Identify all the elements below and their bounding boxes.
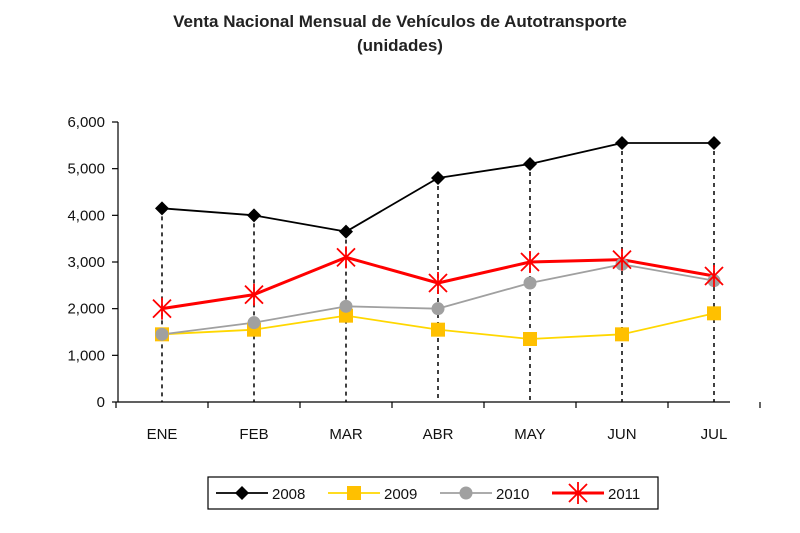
data-point-2009-may <box>523 332 537 346</box>
legend-marker-2008 <box>235 486 249 500</box>
y-tick-label: 2,000 <box>67 301 105 318</box>
data-point-2011-mar <box>336 246 356 269</box>
legend-label-2008: 2008 <box>272 486 305 503</box>
chart-subtitle: (unidades) <box>357 36 443 55</box>
x-tick-label: FEB <box>239 426 268 443</box>
x-tick-label: JUN <box>607 426 636 443</box>
data-point-2009-mar <box>339 308 353 323</box>
y-tick-label: 6,000 <box>67 114 105 131</box>
legend-label-2011: 2011 <box>608 486 640 503</box>
y-tick-label: 4,000 <box>67 207 105 224</box>
data-point-2010-feb <box>247 316 261 330</box>
data-point-2011-ene <box>152 297 172 320</box>
y-tick-label: 3,000 <box>67 254 105 271</box>
legend-marker-2010 <box>459 486 473 500</box>
x-tick-label: ENE <box>147 426 178 443</box>
data-point-2011-jun <box>612 248 632 271</box>
data-point-2010-mar <box>339 299 353 313</box>
y-tick-label: 0 <box>97 394 105 411</box>
y-tick-label: 1,000 <box>67 347 105 364</box>
data-point-2008-feb <box>247 208 261 223</box>
chart-axes: 0 1,000 2,000 3,000 4,000 5,000 6,000 ENE FEB MAR… <box>67 114 761 443</box>
chart-title: Venta Nacional Mensual de Vehículos de A… <box>0 10 800 58</box>
x-tick-label: JUL <box>701 426 728 443</box>
data-point-2009-jul <box>707 306 721 321</box>
chart-title-main: Venta Nacional Mensual de Vehículos de A… <box>173 12 627 31</box>
data-point-2008-abr <box>431 171 445 185</box>
data-point-2008-jun <box>615 136 629 150</box>
data-point-2011-jul <box>704 265 724 287</box>
series-markers <box>152 136 724 346</box>
data-point-2010-ene <box>155 327 169 341</box>
data-point-2008-may <box>523 157 537 171</box>
chart-legend: 2008 2009 2010 2011 <box>207 476 659 510</box>
data-point-2010-abr <box>431 302 445 316</box>
data-point-2008-ene <box>155 201 169 216</box>
data-point-2010-may <box>523 276 537 290</box>
data-point-2011-feb <box>244 283 264 306</box>
legend-marker-2009 <box>347 486 361 500</box>
y-tick-label: 5,000 <box>67 161 105 178</box>
data-point-2008-jul <box>707 136 721 150</box>
data-point-2011-may <box>520 251 540 273</box>
x-tick-label: ABR <box>423 426 454 443</box>
x-tick-label: MAY <box>514 426 545 443</box>
data-point-2008-mar <box>339 224 353 239</box>
data-point-2009-jun <box>615 327 629 342</box>
legend-label-2009: 2009 <box>384 486 417 503</box>
x-tick-label: MAR <box>329 426 363 443</box>
data-point-2011-abr <box>428 272 448 294</box>
data-point-2009-abr <box>431 322 445 337</box>
legend-marker-2011 <box>568 482 588 504</box>
legend-label-2010: 2010 <box>496 486 529 503</box>
